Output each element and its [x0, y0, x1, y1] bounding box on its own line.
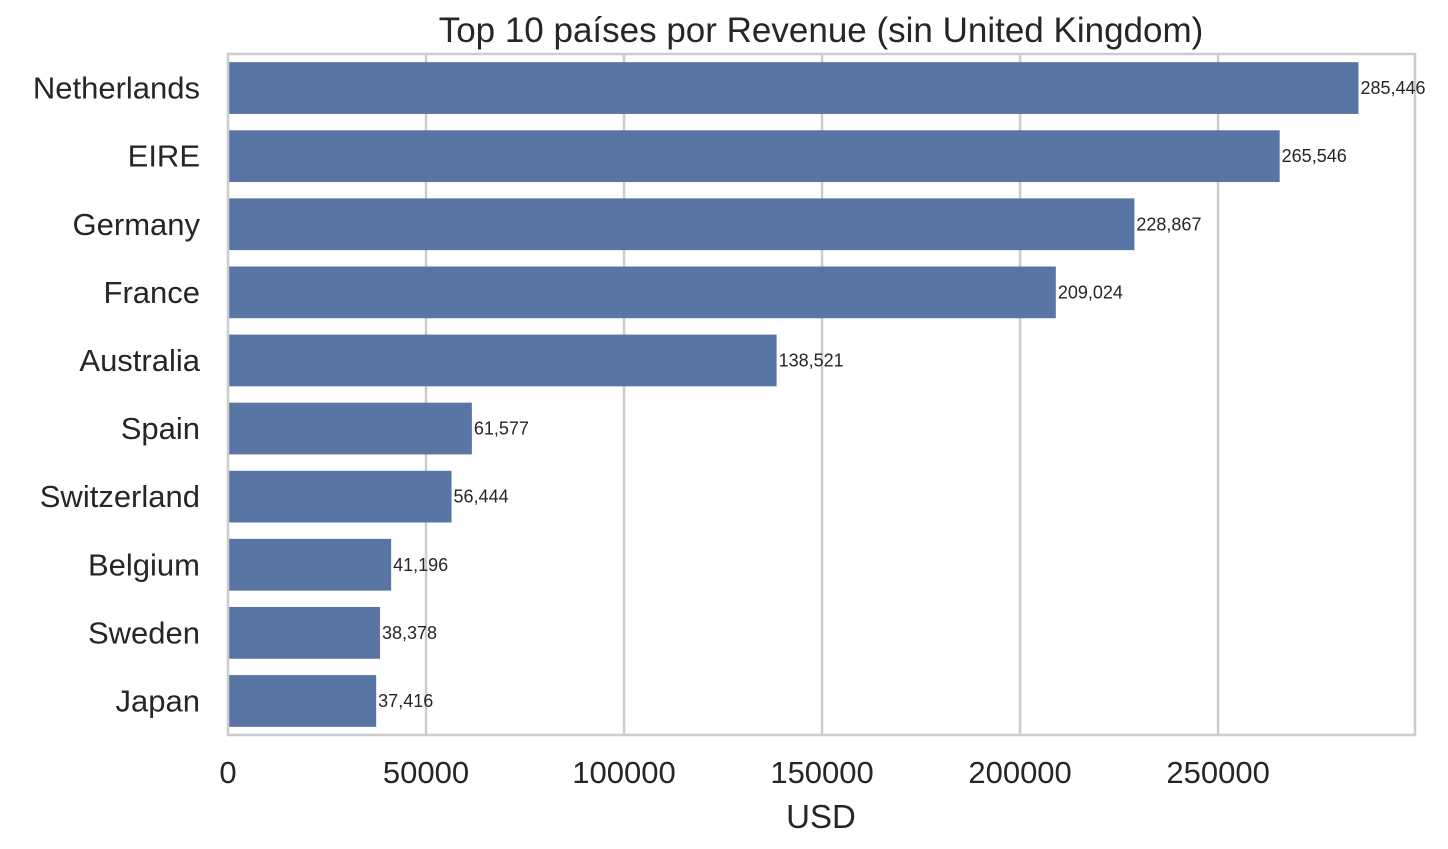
y-tick-labels: Netherlands EIRE Germany France Australia Spa… — [33, 71, 201, 719]
data-label: 41,196 — [393, 555, 448, 575]
x-tick-labels: 0 50000 100000 150000 200000 250000 — [219, 755, 1269, 790]
y-tick-label: Switzerland — [40, 479, 200, 514]
data-label: 56,444 — [454, 487, 509, 507]
bar — [228, 62, 1359, 114]
bar — [228, 606, 380, 659]
y-tick-label: Sweden — [88, 615, 200, 650]
value-labels: 285,446 265,546 228,867 209,024 138,521 61,57… — [378, 78, 1425, 711]
y-tick-label: Japan — [116, 683, 200, 718]
bar — [228, 538, 392, 591]
bar — [228, 198, 1135, 251]
x-tick-label: 100000 — [572, 755, 675, 790]
y-tick-label: Germany — [73, 207, 201, 242]
data-label: 285,446 — [1360, 78, 1425, 98]
plot-frame — [226, 52, 1417, 737]
x-tick-label: 50000 — [383, 755, 469, 790]
data-label: 138,521 — [779, 350, 844, 370]
data-label: 37,416 — [378, 691, 433, 711]
bar — [228, 675, 377, 727]
y-tick-label: Spain — [121, 411, 200, 446]
x-tick-label: 150000 — [770, 755, 873, 790]
plot-border — [226, 52, 1417, 737]
bar — [228, 130, 1280, 183]
data-label: 209,024 — [1058, 282, 1123, 302]
y-tick-label: Australia — [79, 343, 200, 378]
chart-title: Top 10 países por Revenue (sin United Ki… — [439, 11, 1204, 50]
bar — [228, 402, 472, 455]
x-axis-title: USD — [786, 798, 856, 835]
x-tick-label: 0 — [219, 755, 236, 790]
data-label: 38,378 — [382, 623, 437, 643]
bar — [228, 334, 777, 387]
data-label: 265,546 — [1282, 146, 1347, 166]
bar — [228, 266, 1056, 319]
bars — [228, 62, 1359, 727]
y-tick-label: Belgium — [88, 547, 200, 582]
data-label: 228,867 — [1136, 214, 1201, 234]
y-tick-label: Netherlands — [33, 71, 200, 106]
bar — [228, 470, 452, 523]
x-tick-label: 200000 — [968, 755, 1071, 790]
data-label: 61,577 — [474, 419, 529, 439]
y-tick-label: EIRE — [128, 139, 200, 174]
y-tick-label: France — [104, 275, 200, 310]
x-tick-label: 250000 — [1166, 755, 1269, 790]
